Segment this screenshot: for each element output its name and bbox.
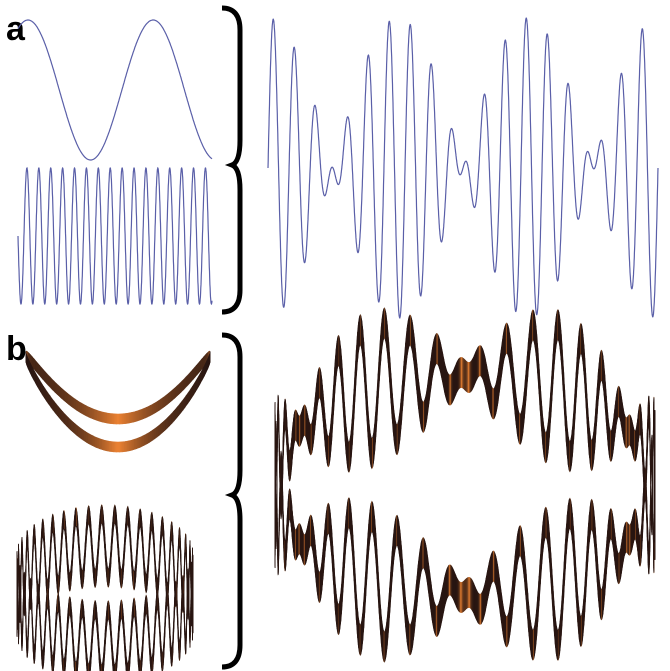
figure: a b xyxy=(0,0,670,671)
ribbon-segment xyxy=(117,442,118,452)
ribbons xyxy=(17,308,655,671)
page: a b (() => { const data = JSON.parse(doc… xyxy=(0,0,670,671)
panel-label: b xyxy=(6,330,27,368)
wave xyxy=(268,18,658,318)
waves xyxy=(18,18,658,318)
wave xyxy=(18,20,212,160)
brace xyxy=(222,335,240,667)
wave xyxy=(18,168,212,304)
panel-label: a xyxy=(6,10,26,48)
brace xyxy=(222,8,240,312)
